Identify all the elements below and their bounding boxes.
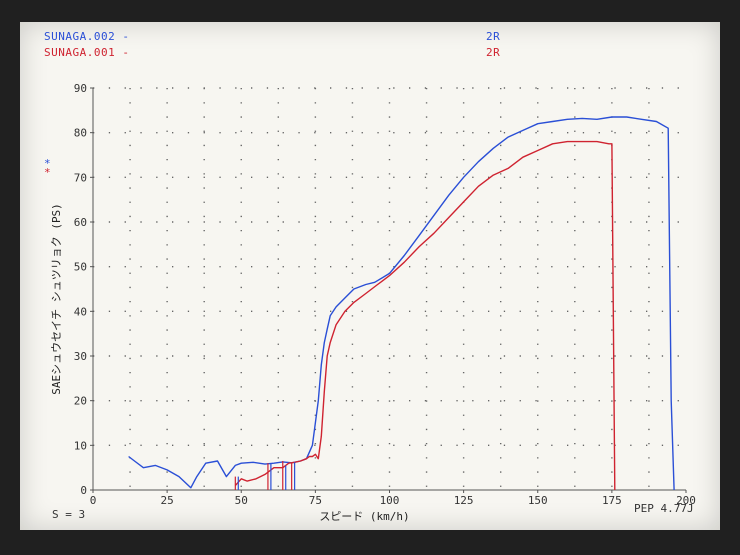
footer-left-text: S = 3 — [52, 508, 86, 521]
x-tick-label: 25 — [161, 494, 174, 507]
grid-layer — [93, 87, 686, 490]
x-tick-label: 0 — [90, 494, 97, 507]
legend-series2: SUNAGA.001 - — [44, 46, 129, 59]
y-tick-label: 30 — [74, 350, 87, 363]
legend-series1-name: SUNAGA.002 — [44, 30, 116, 43]
x-tick-label: 50 — [235, 494, 248, 507]
y-tick-label: 60 — [74, 216, 87, 229]
legend-series1-tag: 2R — [486, 30, 501, 43]
left-mark-red: * — [44, 166, 51, 179]
x-tick-label: 100 — [380, 494, 400, 507]
x-axis-title: スピード (km/h) — [319, 510, 409, 523]
legend-series2-tag: 2R — [486, 46, 501, 59]
x-tick-label: 200 — [676, 494, 696, 507]
x-tick-label: 150 — [528, 494, 548, 507]
y-tick-label: 80 — [74, 127, 87, 140]
y-tick-label: 10 — [74, 439, 87, 452]
legend-series2-mark: - — [122, 46, 130, 59]
power-chart: 0 10 20 30 40 50 60 70 80 90 0 25 50 75 100 125 150 175 20… — [50, 82, 696, 523]
legend-series2-name: SUNAGA.001 — [44, 46, 116, 59]
series-line-2 — [234, 140, 616, 491]
axis-layer: 0 10 20 30 40 50 60 70 80 90 0 25 50 75 100 125 150 175 20… — [74, 82, 696, 507]
y-tick-label: 70 — [74, 171, 87, 184]
y-axis-title: SAEシュウセイチ シュツリョク (PS) — [50, 203, 63, 395]
dyno-screen: SUNAGA.002 - 2R SUNAGA.001 - 2R * * S = … — [20, 22, 720, 530]
y-tick-label: 50 — [74, 261, 87, 274]
y-tick-label: 0 — [80, 484, 87, 497]
left-mark-blue: * — [44, 157, 51, 170]
series-line-1 — [128, 116, 675, 491]
legend-series1: SUNAGA.002 - — [44, 30, 129, 43]
x-tick-label: 75 — [309, 494, 322, 507]
x-tick-label: 175 — [602, 494, 622, 507]
y-tick-label: 20 — [74, 395, 87, 408]
y-tick-label: 90 — [74, 82, 87, 95]
series-layer — [128, 116, 675, 491]
footer-right-text: PEP 4.77J — [634, 502, 694, 515]
legend-series1-mark: - — [122, 30, 130, 43]
x-tick-label: 125 — [454, 494, 474, 507]
y-tick-label: 40 — [74, 305, 87, 318]
